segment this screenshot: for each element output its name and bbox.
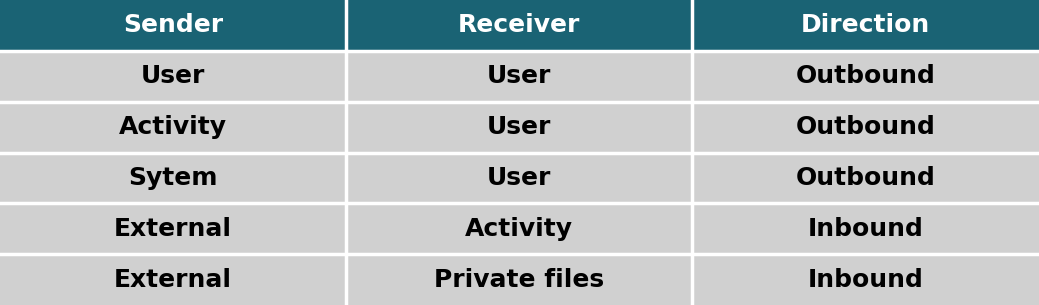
Text: Inbound: Inbound [807,267,924,292]
Bar [692,254,1039,305]
Text: Receiver: Receiver [458,13,580,38]
Bar [346,203,692,254]
Bar [346,102,692,152]
Text: External: External [114,267,232,292]
Bar [0,102,346,152]
Text: User: User [487,115,551,139]
Text: Outbound: Outbound [796,166,935,190]
Text: Outbound: Outbound [796,64,935,88]
Bar [346,152,692,203]
Bar [692,102,1039,152]
Text: External: External [114,217,232,241]
Bar [692,0,1039,51]
Text: User: User [487,64,551,88]
Text: Sender: Sender [123,13,223,38]
Text: Inbound: Inbound [807,217,924,241]
Text: Activity: Activity [465,217,572,241]
Bar [0,254,346,305]
Bar [692,152,1039,203]
Bar [0,203,346,254]
Bar [0,0,346,51]
Text: User: User [487,166,551,190]
Bar [346,0,692,51]
Bar [692,203,1039,254]
Text: User: User [141,64,205,88]
Bar [346,51,692,102]
Text: Outbound: Outbound [796,115,935,139]
Bar [0,152,346,203]
Text: Private files: Private files [434,267,604,292]
Text: Sytem: Sytem [128,166,218,190]
Bar [346,254,692,305]
Text: Activity: Activity [119,115,227,139]
Text: Direction: Direction [801,13,930,38]
Bar [692,51,1039,102]
Bar [0,51,346,102]
